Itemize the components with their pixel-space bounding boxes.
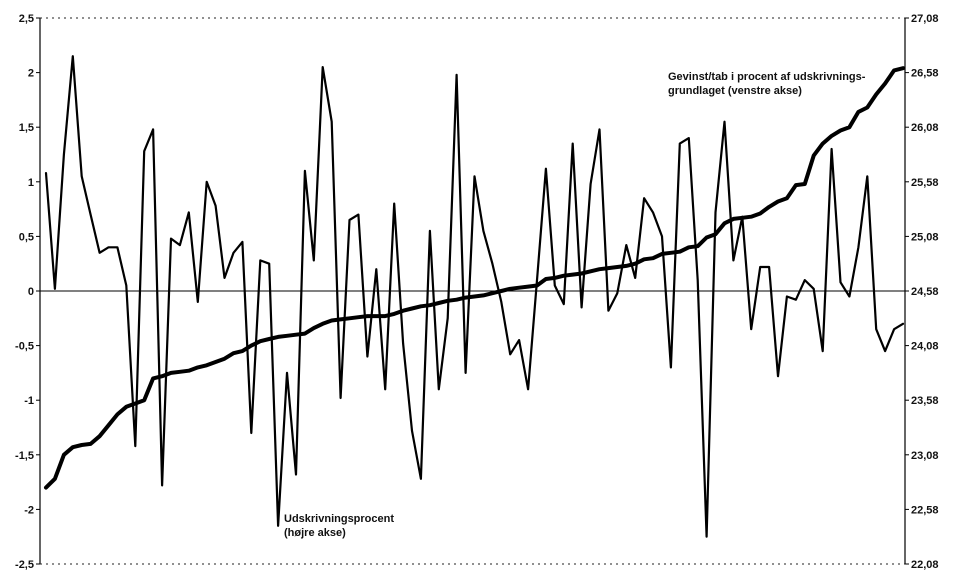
annotations: Gevinst/tab i procent af udskrivnings-gr… <box>284 71 866 539</box>
right-tick-label: 23,08 <box>911 450 939 462</box>
right-tick-label: 27,08 <box>911 13 939 25</box>
left-tick-label: 2 <box>28 68 34 80</box>
series-line-gevinst-tab <box>44 55 905 538</box>
right-tick-label: 22,58 <box>911 504 939 516</box>
right-axis: 22,08 22,58 23,08 23,58 24,08 24,58 25,08 25,58… <box>905 13 939 571</box>
left-tick-label: 2,5 <box>19 13 34 25</box>
left-tick-label: -2 <box>24 504 34 516</box>
plot-frame <box>39 17 906 565</box>
right-tick-label: 22,08 <box>911 559 939 571</box>
left-tick-label: -2,5 <box>15 559 34 571</box>
annotation-udskrivningsprocent: (højre akse) <box>284 527 346 539</box>
right-tick-label: 24,58 <box>911 286 939 298</box>
left-tick-label: 1,5 <box>19 122 34 134</box>
left-tick-label: -0,5 <box>15 341 34 353</box>
right-tick-label: 25,58 <box>911 177 939 189</box>
right-tick-label: 25,08 <box>911 231 939 243</box>
series-line-udskrivningsprocent <box>44 66 905 490</box>
right-tick-label: 26,08 <box>911 122 939 134</box>
series-lines <box>44 55 905 538</box>
left-tick-label: -1 <box>24 395 34 407</box>
left-tick-label: 0,5 <box>19 231 34 243</box>
left-tick-label: 0 <box>28 286 34 298</box>
annotation-gevinst-tab: Gevinst/tab i procent af udskrivnings- <box>668 71 866 83</box>
left-axis: -2,5 -2 -1,5 -1 -0,5 0 0,5 1 1,5 2 2,5 <box>15 13 40 571</box>
right-tick-label: 23,58 <box>911 395 939 407</box>
right-tick-label: 26,58 <box>911 68 939 80</box>
annotation-gevinst-tab: grundlaget (venstre akse) <box>668 85 802 97</box>
left-tick-label: -1,5 <box>15 450 34 462</box>
left-tick-label: 1 <box>28 177 34 189</box>
right-tick-label: 24,08 <box>911 341 939 353</box>
annotation-udskrivningsprocent: Udskrivningsprocent <box>284 513 394 525</box>
